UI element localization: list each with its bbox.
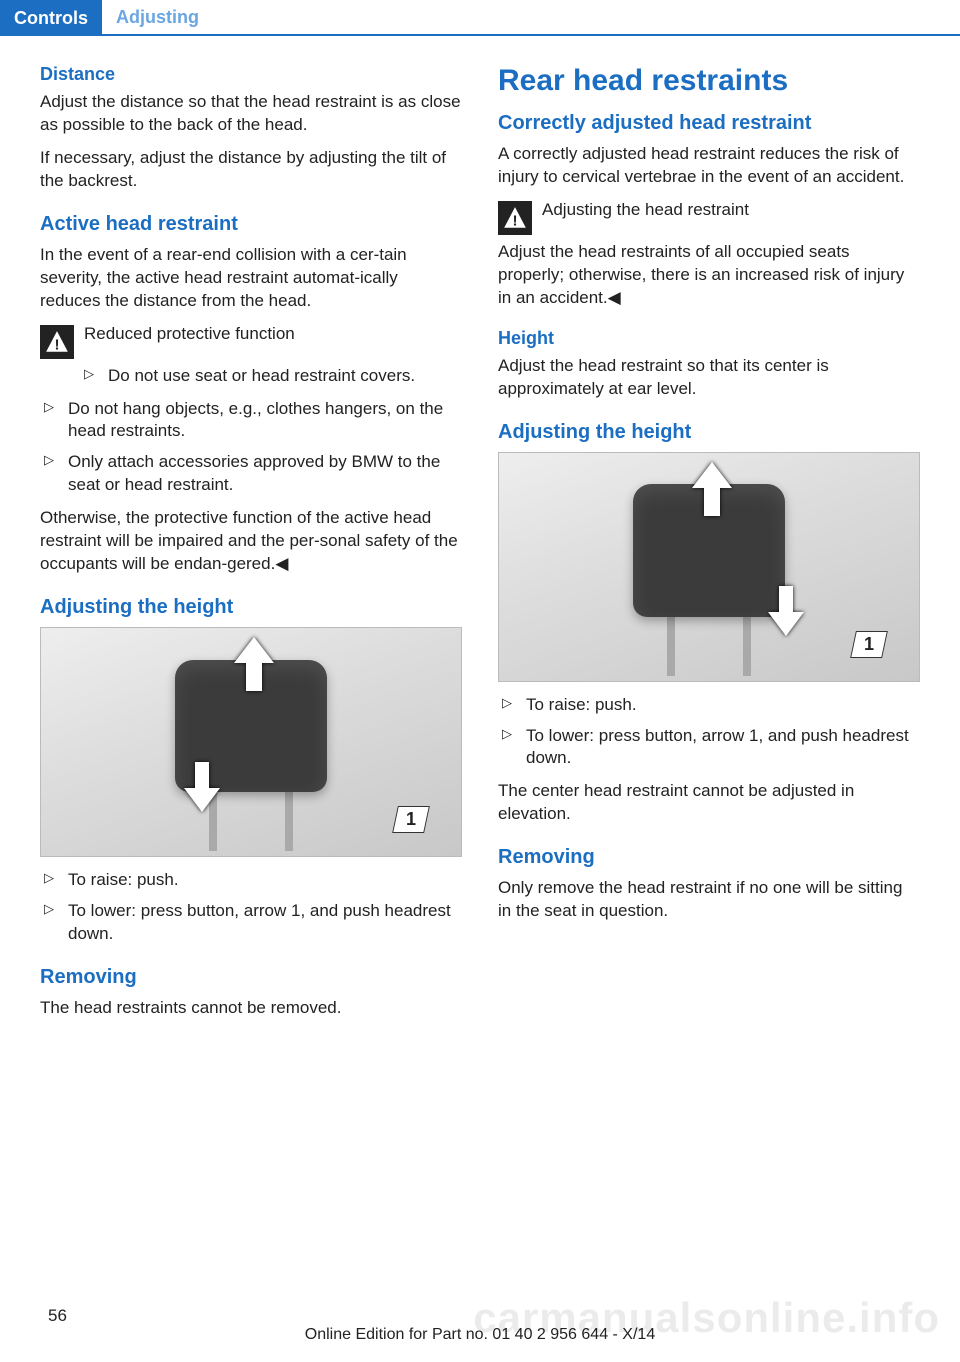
- para-active: In the event of a rear-end collision wit…: [40, 244, 462, 313]
- header-section-adjusting: Adjusting: [102, 0, 213, 36]
- figure-headrest-left: 1: [40, 627, 462, 857]
- list-item: Only attach accessories approved by BMW …: [40, 451, 462, 497]
- para-removing-left: The head restraints cannot be removed.: [40, 997, 462, 1020]
- page-header: Controls Adjusting: [0, 0, 960, 36]
- header-rule: [213, 0, 960, 36]
- heading-adjust-height-right: Adjusting the height: [498, 421, 920, 444]
- heading-active-restraint: Active head restraint: [40, 213, 462, 236]
- figure-headrest-right: 1: [498, 452, 920, 682]
- list-item: To lower: press button, arrow 1, and pus…: [40, 900, 462, 946]
- figure-label-1-right: 1: [851, 631, 889, 658]
- heading-correctly-adjusted: Correctly adjusted head restraint: [498, 112, 920, 135]
- warning-bullets-left: Do not use seat or head restraint covers…: [80, 365, 462, 388]
- content-columns: Distance Adjust the distance so that the…: [0, 64, 960, 1030]
- footer-edition: Online Edition for Part no. 01 40 2 956 …: [0, 1326, 960, 1344]
- list-item: Do not use seat or head restraint covers…: [80, 365, 462, 388]
- para-otherwise: Otherwise, the protective function of th…: [40, 507, 462, 576]
- warning-triangle-icon: !: [498, 201, 532, 235]
- warning-bullets-left-2: Do not hang objects, e.g., clothes hange…: [40, 398, 462, 498]
- heading-height-right: Height: [498, 328, 920, 349]
- left-column: Distance Adjust the distance so that the…: [40, 64, 462, 1030]
- list-item: To raise: push.: [498, 694, 920, 717]
- heading-distance: Distance: [40, 64, 462, 85]
- para-distance-2: If necessary, adjust the distance by adj…: [40, 147, 462, 193]
- height-bullets-left: To raise: push. To lower: press button, …: [40, 869, 462, 946]
- para-center-restraint: The center head restraint cannot be adju…: [498, 780, 920, 826]
- warning-title-left: Reduced protective function: [84, 323, 295, 346]
- warning-title-right: Adjusting the head restraint: [542, 199, 749, 222]
- right-column: Rear head restraints Correctly adjusted …: [498, 64, 920, 1030]
- list-item: Do not hang objects, e.g., clothes hange…: [40, 398, 462, 444]
- list-item: To lower: press button, arrow 1, and pus…: [498, 725, 920, 771]
- header-tab-controls: Controls: [0, 0, 102, 36]
- para-removing-right: Only remove the head restraint if no one…: [498, 877, 920, 923]
- heading-rear-restraints: Rear head restraints: [498, 64, 920, 98]
- para-height-right: Adjust the head restraint so that its ce…: [498, 355, 920, 401]
- warning-block-left: ! Reduced protective function: [40, 323, 462, 359]
- heading-removing-right: Removing: [498, 846, 920, 869]
- heading-removing-left: Removing: [40, 966, 462, 989]
- warning-triangle-icon: !: [40, 325, 74, 359]
- warning-body-right: Adjust the head restraints of all occupi…: [498, 241, 920, 310]
- svg-text:!: !: [54, 336, 59, 353]
- page-number: 56: [48, 1306, 67, 1326]
- warning-block-right: ! Adjusting the head restraint: [498, 199, 920, 235]
- heading-adjust-height-left: Adjusting the height: [40, 596, 462, 619]
- height-bullets-right: To raise: push. To lower: press button, …: [498, 694, 920, 771]
- svg-text:!: !: [512, 212, 517, 229]
- para-distance-1: Adjust the distance so that the head res…: [40, 91, 462, 137]
- list-item: To raise: push.: [40, 869, 462, 892]
- figure-label-1-left: 1: [393, 806, 431, 833]
- para-correct: A correctly adjusted head restraint redu…: [498, 143, 920, 189]
